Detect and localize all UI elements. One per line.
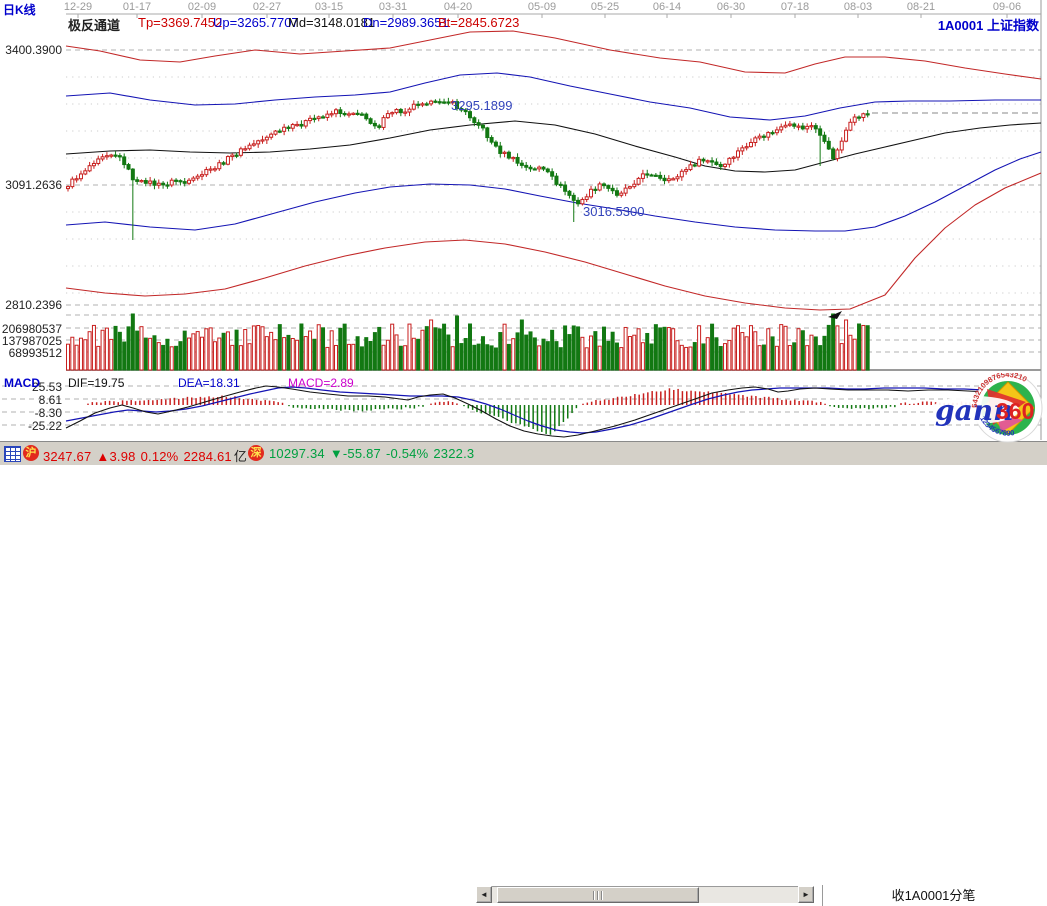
macd-axis-label: 8.61 (38, 393, 62, 407)
symbol-name: 上证指数 (986, 18, 1039, 33)
date-label: 12-29 (63, 1, 93, 13)
logo-text-360: 360 (996, 398, 1034, 424)
horizontal-scrollbar[interactable]: ◄ ► (476, 886, 814, 903)
indicator-value: Up=3265.7707 (213, 15, 299, 30)
price-annotation: 3295.1899 (451, 98, 513, 113)
shenzhen-market-icon[interactable]: 深 (248, 445, 264, 461)
price-axis-label: 2810.2396 (5, 298, 62, 312)
date-label: 06-14 (652, 1, 682, 13)
macd-header-value: MACD (4, 376, 40, 390)
indicator-value: Md=3148.0181 (288, 15, 376, 30)
macd-header-value: DIF=19.75 (68, 376, 125, 390)
date-label: 08-03 (843, 1, 873, 13)
symbol-code: 1A0001 (937, 18, 984, 33)
symbol-label: 1A0001 上证指数 (938, 15, 1039, 34)
indicator-value: 极反通道 (68, 18, 121, 33)
sz-price: 10297.34 (269, 446, 325, 461)
volume-axis-label: 206980537 (1, 322, 62, 336)
date-label: 02-27 (252, 1, 282, 13)
sh-turnover: 2284.61 (183, 449, 232, 464)
date-label: 04-20 (443, 1, 473, 13)
date-label: 03-31 (378, 1, 408, 13)
date-label: 03-15 (314, 1, 344, 13)
price-axis-label: 3091.2636 (5, 178, 62, 192)
volume-axis-label: 137987025 (1, 334, 62, 348)
volume-axis-label: 68993512 (8, 346, 62, 360)
sh-price: 3247.67 (43, 449, 92, 464)
date-label: 05-09 (527, 1, 557, 13)
thumb-grip (593, 891, 603, 900)
shanghai-index-quote: 3247.67 ▲3.98 0.12% 2284.61 亿 (43, 446, 252, 465)
sh-turnover-unit: 亿 (233, 449, 248, 464)
macd-axis-label: -25.22 (27, 419, 62, 433)
indicator-value: Bt=2845.6723 (438, 15, 520, 30)
macd-header: MACD DIF=19.75 DEA=18.31 MACD=2.89 (0, 376, 700, 390)
sh-change-pct: 0.12% (140, 449, 179, 464)
indicator-value: Dn=2989.3651 (363, 15, 449, 30)
chart-type-label: 日K线 (3, 3, 36, 17)
scrollbar-track[interactable] (492, 886, 798, 903)
feed-status-label: 收1A0001分笔 (822, 885, 1044, 906)
date-label: 01-17 (122, 1, 152, 13)
scroll-left-button[interactable]: ◄ (476, 886, 492, 903)
price-annotation: 3016.5300 (583, 204, 645, 219)
market-table-icon[interactable] (4, 446, 21, 462)
sz-change-pct: -0.54% (385, 446, 429, 461)
date-label: 08-21 (906, 1, 936, 13)
macd-header-value: MACD=2.89 (288, 376, 354, 390)
chart-canvas[interactable] (0, 0, 1047, 441)
price-axis-label: 3400.3900 (5, 43, 62, 57)
date-label: 05-25 (590, 1, 620, 13)
scroll-right-button[interactable]: ► (798, 886, 814, 903)
indicator-row: 极反通道 Tp=3369.7452 Up=3265.7707 Md=3148.0181… (0, 15, 1040, 33)
shenzhen-index-quote: 10297.34 ▼-55.87 -0.54% 2322.3 (269, 446, 479, 461)
logo-text-gann: gann (935, 394, 1013, 427)
sz-turnover: 2322.3 (433, 446, 475, 461)
indicator-value: Tp=3369.7452 (138, 15, 223, 30)
date-label: 02-09 (187, 1, 217, 13)
macd-header-value: DEA=18.31 (178, 376, 240, 390)
macd-axis-label: -8.30 (34, 406, 62, 420)
gann360-logo: gann 360 5432109876543210 1234567890 (931, 370, 1047, 443)
scrollbar-thumb[interactable] (497, 887, 699, 903)
date-label: 07-18 (780, 1, 810, 13)
macd-axis-label: 25.53 (31, 380, 62, 394)
sh-change: ▲3.98 (96, 449, 136, 464)
sz-change: ▼-55.87 (329, 446, 381, 461)
status-bar: 沪 3247.67 ▲3.98 0.12% 2284.61 亿 深 10297.34 ▼-… (0, 441, 1047, 906)
shanghai-market-icon[interactable]: 沪 (23, 445, 39, 461)
date-label: 06-30 (716, 1, 746, 13)
date-label: 09-06 (992, 1, 1022, 13)
